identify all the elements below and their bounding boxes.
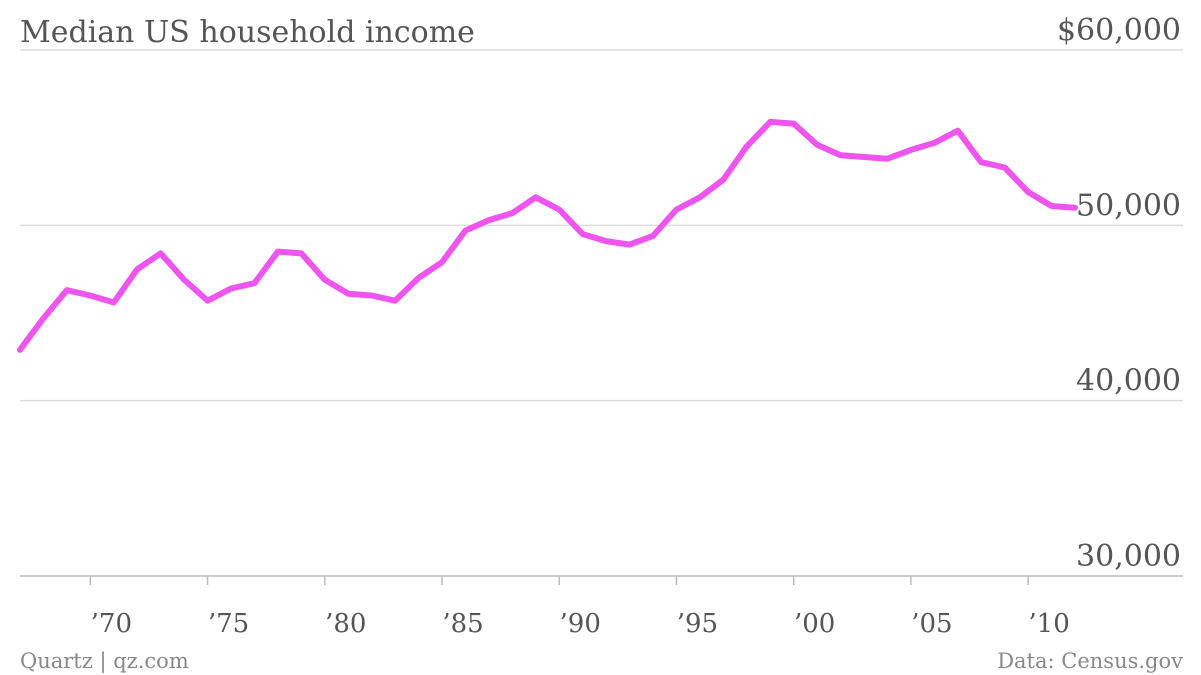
- series-points-0: [17, 119, 1078, 353]
- data-point-1974: [181, 277, 187, 283]
- x-tick-label-4: ’90: [560, 609, 601, 639]
- gridlines: [20, 49, 1183, 402]
- data-point-1992: [603, 238, 609, 244]
- y-axis: $60,000 50,000 40,000 30,000: [1057, 13, 1181, 574]
- y-tick-label-1: 50,000: [1076, 188, 1181, 223]
- x-tick-label-5: ’95: [677, 609, 718, 639]
- data-point-1967: [17, 347, 23, 353]
- x-tick-label-1: ’75: [208, 609, 249, 639]
- data-point-1997: [720, 177, 726, 183]
- data-point-1986: [462, 228, 468, 234]
- data-point-2009: [1002, 164, 1008, 170]
- x-tick-label-7: ’05: [911, 609, 952, 639]
- data-point-2001: [814, 142, 820, 148]
- footer-source-left: Quartz | qz.com: [20, 649, 189, 674]
- y-tick-label-2: 40,000: [1076, 364, 1181, 399]
- x-axis: ’70 ’75 ’80 ’85 ’90 ’95 ’00 ’05 ’10: [20, 575, 1183, 639]
- data-point-2010: [1025, 189, 1031, 195]
- x-tick-label-2: ’80: [325, 609, 366, 639]
- data-point-1993: [627, 242, 633, 248]
- data-point-1971: [111, 299, 117, 305]
- x-tick-label-8: ’10: [1028, 609, 1069, 639]
- data-point-1975: [205, 298, 211, 304]
- data-point-1984: [416, 275, 422, 281]
- data-point-2002: [838, 152, 844, 158]
- data-point-1987: [486, 217, 492, 223]
- data-point-2006: [931, 140, 937, 146]
- x-tick-label-3: ’85: [442, 609, 483, 639]
- data-point-1982: [369, 292, 375, 298]
- data-point-2008: [978, 159, 984, 165]
- data-point-1980: [322, 277, 328, 283]
- data-point-1998: [744, 143, 750, 149]
- data-point-2000: [791, 121, 797, 127]
- data-point-2007: [955, 128, 961, 134]
- data-point-1977: [251, 280, 257, 286]
- data-point-2011: [1049, 203, 1055, 209]
- data-point-1991: [580, 231, 586, 237]
- data-point-1972: [134, 266, 140, 272]
- x-tick-label-6: ’00: [794, 609, 835, 639]
- data-point-1994: [650, 233, 656, 239]
- data-point-1976: [228, 285, 234, 291]
- data-point-1985: [439, 259, 445, 265]
- data-point-1979: [298, 250, 304, 256]
- x-tick-label-0: ’70: [91, 609, 132, 639]
- data-point-1969: [64, 287, 70, 293]
- data-point-1973: [158, 250, 164, 256]
- data-point-1995: [673, 207, 679, 213]
- data-point-2012: [1072, 205, 1078, 211]
- data-point-1978: [275, 249, 281, 255]
- data-point-1990: [556, 207, 562, 213]
- data-point-2003: [861, 154, 867, 160]
- data-point-1996: [697, 194, 703, 200]
- data-point-2005: [908, 147, 914, 153]
- y-tick-label-3: 30,000: [1076, 539, 1181, 574]
- data-point-1999: [767, 119, 773, 125]
- data-point-1968: [40, 315, 46, 321]
- data-point-1988: [509, 210, 515, 216]
- data-point-2004: [884, 156, 890, 162]
- data-point-1981: [345, 291, 351, 297]
- footer-source-right: Data: Census.gov: [997, 649, 1183, 673]
- y-tick-label-0: $60,000: [1057, 13, 1181, 48]
- data-point-1983: [392, 298, 398, 304]
- chart-title: Median US household income: [20, 15, 475, 50]
- series-layer: [17, 118, 1078, 353]
- data-point-1989: [533, 194, 539, 200]
- data-point-1970: [87, 292, 93, 298]
- series-line-0: [17, 118, 1078, 353]
